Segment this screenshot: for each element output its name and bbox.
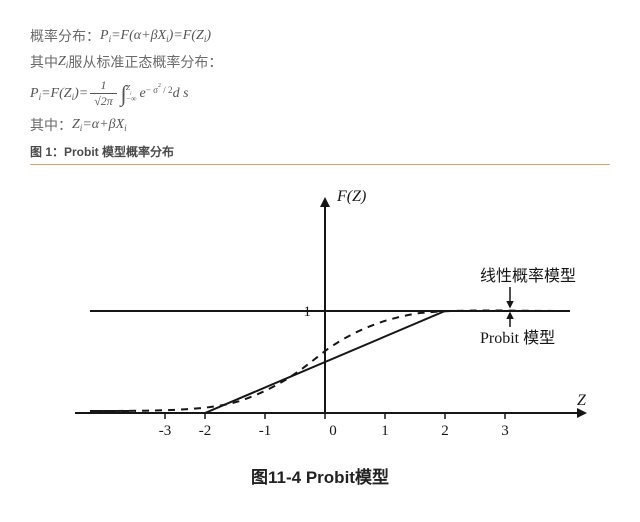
svg-text:-2: -2 — [199, 423, 212, 439]
line-where-z: 其中 Zi 服从标准正态概率分布： — [30, 52, 610, 72]
integral: ∫ Zi −∞ — [119, 81, 140, 107]
line-integral: Pi = F ( Zi ) = 1 2π ∫ Zi −∞ e − σ2 / 2 … — [30, 78, 610, 109]
chart-svg: F(Z)Z-3-2-101231线性概率模型Probit 模型 — [40, 181, 600, 461]
svg-text:1: 1 — [381, 423, 389, 439]
line-where-zi: 其中： Zi = α + βXi — [30, 115, 610, 135]
svg-text:F(Z): F(Z) — [336, 188, 366, 205]
divider — [30, 164, 610, 165]
svg-text:-1: -1 — [259, 423, 272, 439]
svg-text:2: 2 — [441, 423, 449, 439]
svg-text:3: 3 — [501, 423, 509, 439]
svg-text:-3: -3 — [159, 423, 172, 439]
eq4: Zi = α + βXi — [72, 117, 127, 133]
exponent: − σ2 / 2 — [146, 85, 173, 95]
l1-prefix: 概率分布： — [30, 26, 100, 46]
line-prob-dist: 概率分布： Pi = F ( α + βXi ) = F ( Zi ) — [30, 26, 610, 46]
eq3: Pi = F ( Zi ) = 1 2π ∫ Zi −∞ e − σ2 / 2 … — [30, 78, 189, 109]
eq1: Pi = F ( α + βXi ) = F ( Zi ) — [100, 28, 211, 44]
z-var: Zi — [58, 54, 68, 70]
probit-chart: F(Z)Z-3-2-101231线性概率模型Probit 模型 图11-4 Pr… — [30, 171, 610, 498]
svg-text:0: 0 — [329, 423, 337, 439]
figure-caption-1: 图 1：Probit 模型概率分布 — [30, 143, 610, 160]
chart-caption: 图11-4 Probit模型 — [30, 463, 610, 488]
fraction: 1 2π — [90, 78, 116, 109]
svg-text:Probit 模型: Probit 模型 — [480, 329, 555, 347]
svg-text:Z: Z — [577, 392, 587, 409]
svg-text:线性概率模型: 线性概率模型 — [480, 267, 576, 285]
